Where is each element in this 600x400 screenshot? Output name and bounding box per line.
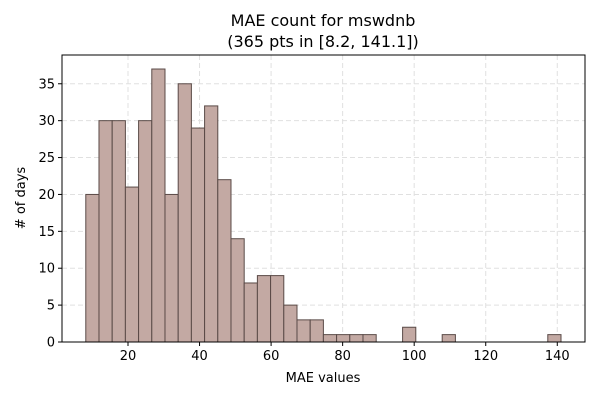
x-tick-label-0: 20 (120, 349, 137, 364)
bar-12 (243, 282, 258, 343)
x-tick-label-2: 60 (263, 349, 280, 364)
x-tick-label-6: 140 (545, 349, 570, 364)
bar-13 (256, 275, 272, 343)
bars (85, 68, 562, 343)
bar-11 (230, 238, 245, 343)
bar-17 (309, 319, 324, 343)
bar-5 (151, 68, 166, 343)
bar-14 (270, 275, 285, 343)
x-axis-ticks: 20 40 60 80 100 120 140 (120, 342, 570, 364)
bar-7 (177, 83, 192, 343)
bar-24 (547, 334, 562, 343)
y-tick-label-0: 0 (47, 336, 55, 351)
x-tick-label-5: 120 (473, 349, 498, 364)
bar-3 (124, 186, 140, 343)
bar-19 (336, 334, 351, 343)
x-axis-label: MAE values (286, 371, 361, 386)
bar-1 (98, 120, 113, 343)
y-tick-label-2: 10 (38, 262, 55, 277)
bar-23 (441, 334, 456, 343)
y-tick-label-3: 15 (38, 225, 55, 240)
y-tick-label-5: 25 (38, 151, 55, 166)
y-tick-label-1: 5 (47, 299, 55, 314)
bar-6 (164, 193, 179, 343)
y-tick-label-4: 20 (38, 188, 55, 203)
bar-20 (349, 334, 364, 343)
bar-15 (283, 304, 298, 343)
plot-frame (61, 54, 586, 343)
bar-8 (190, 127, 206, 343)
bar-16 (296, 319, 311, 343)
y-tick-label-7: 35 (38, 77, 55, 92)
chart-title-line2: (365 pts in [8.2, 141.1]) (227, 32, 419, 51)
bar-2 (111, 120, 126, 343)
y-tick-label-6: 30 (38, 114, 55, 129)
y-axis-ticks: 0 5 10 15 20 25 30 35 (38, 77, 62, 351)
bar-4 (138, 120, 153, 343)
bar-0 (85, 193, 100, 343)
x-tick-label-4: 100 (402, 349, 427, 364)
bar-22 (402, 326, 417, 343)
x-tick-label-1: 40 (191, 349, 208, 364)
y-axis-label: # of days (14, 167, 29, 230)
bar-9 (204, 105, 219, 343)
bar-18 (322, 334, 338, 343)
x-tick-label-3: 80 (334, 349, 351, 364)
bar-10 (217, 179, 232, 343)
chart-title-line1: MAE count for mswdnb (231, 11, 416, 30)
bar-21 (362, 334, 377, 343)
